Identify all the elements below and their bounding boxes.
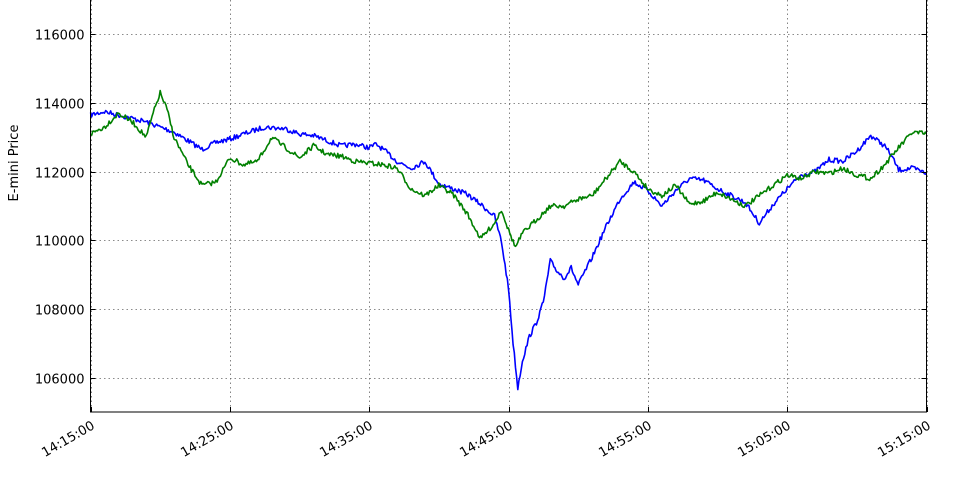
y-tick-label: 108000 bbox=[35, 304, 85, 319]
y-tick-label: 112000 bbox=[35, 167, 85, 182]
y-tick-label: 110000 bbox=[35, 235, 85, 250]
axis-layer: 106000 108000 110000 112000 114000 116000 14:1… bbox=[35, 29, 934, 461]
x-tick-label: 14:25:00 bbox=[178, 418, 236, 460]
series-line-1 bbox=[89, 109, 927, 391]
x-tick-label: 14:15:00 bbox=[39, 418, 97, 460]
x-tick-label: 14:45:00 bbox=[457, 418, 515, 460]
x-tick-label: 14:55:00 bbox=[596, 418, 654, 460]
x-tick-label: 15:05:00 bbox=[735, 418, 793, 460]
y-axis-label: E-mini Price bbox=[7, 125, 22, 202]
series-line-2 bbox=[90, 89, 928, 248]
y-tick-label: 116000 bbox=[35, 29, 85, 44]
x-tick-label: 15:15:00 bbox=[875, 418, 933, 460]
x-tick-label: 14:35:00 bbox=[317, 418, 375, 460]
y-tick-label: 114000 bbox=[35, 98, 85, 113]
plot-frame bbox=[90, 0, 927, 413]
y-tick-label: 106000 bbox=[35, 373, 85, 388]
grid-layer bbox=[90, 0, 928, 412]
plot-area bbox=[89, 89, 928, 391]
